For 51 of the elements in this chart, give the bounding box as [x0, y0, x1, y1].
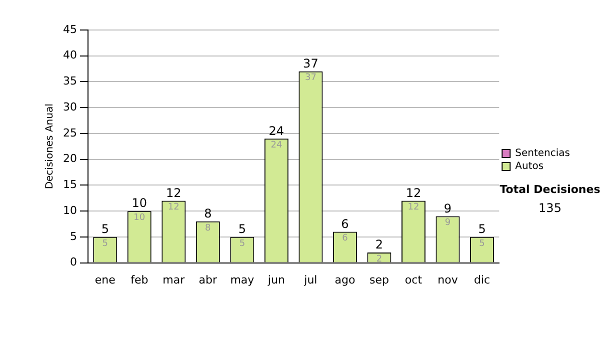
y-tick-label: 5 [70, 230, 77, 243]
data-label: 5 [479, 238, 485, 249]
y-tick-label: 20 [62, 152, 77, 166]
x-tick-label: mar [162, 273, 186, 286]
total-label: 8 [204, 206, 212, 221]
data-label: 5 [239, 238, 246, 249]
data-label: 12 [168, 202, 180, 213]
data-label: 12 [408, 202, 420, 213]
x-tick-label: jun [266, 273, 285, 286]
y-tick-label: 0 [70, 256, 77, 269]
data-label: 6 [342, 234, 348, 244]
total-label: 37 [303, 56, 318, 71]
y-axis-title: Decisiones Anual [44, 104, 56, 190]
x-tick-label: ene [94, 273, 116, 286]
legend-label: Sentencias [515, 148, 570, 160]
data-label: 2 [376, 254, 382, 264]
x-tick-label: sep [369, 273, 389, 286]
x-tick-label: nov [438, 273, 458, 286]
x-tick-label: ago [334, 273, 356, 286]
x-tick-label: dic [474, 273, 490, 286]
data-label: 37 [304, 73, 316, 84]
y-tick-label: 45 [62, 22, 77, 36]
x-tick-label: jul [303, 273, 318, 286]
total-label: 12 [406, 186, 422, 200]
y-tick-label: 40 [62, 48, 77, 62]
text: 135 [538, 201, 562, 216]
y-tick-label: 35 [62, 74, 77, 88]
total-label: 24 [268, 124, 284, 138]
total-label: 5 [478, 222, 486, 236]
data-label: 5 [102, 238, 108, 249]
x-tick-label: oct [404, 273, 423, 286]
data-label: 9 [444, 218, 451, 228]
total-label: 12 [166, 186, 182, 200]
total-label: 9 [444, 201, 452, 216]
y-tick-label: 30 [62, 100, 77, 114]
legend-label: Autos [515, 161, 544, 172]
data-label: 24 [270, 140, 282, 150]
total-label: 6 [341, 216, 349, 231]
data-label: 10 [134, 212, 146, 223]
total-label: 10 [132, 196, 148, 210]
y-tick-label: 10 [62, 204, 77, 217]
text: Total Decisiones [500, 182, 600, 196]
data-label: 8 [205, 223, 212, 234]
x-tick-label: may [230, 273, 255, 286]
x-tick-label: feb [130, 273, 148, 286]
y-tick-label: 25 [62, 126, 77, 140]
x-tick-label: abr [198, 273, 218, 286]
total-label: 5 [238, 222, 246, 236]
total-label: 5 [101, 222, 109, 236]
y-tick-label: 15 [62, 178, 77, 192]
total-label: 2 [375, 238, 384, 252]
